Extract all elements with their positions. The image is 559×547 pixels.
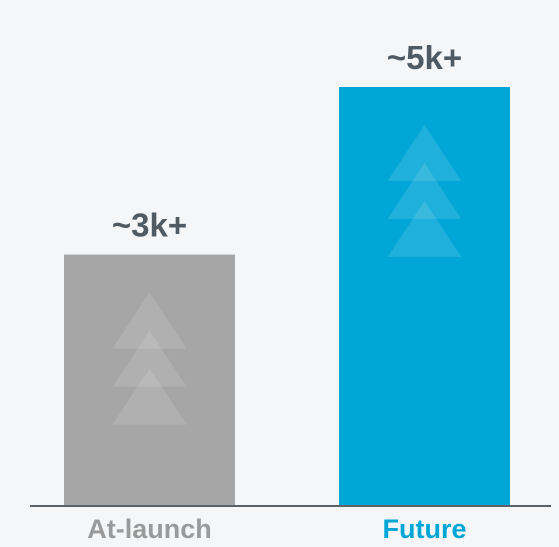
arrow-chevron-icon bbox=[112, 292, 187, 349]
bars-layer bbox=[64, 87, 510, 506]
arrow-chevron-icon bbox=[387, 163, 462, 219]
decor-layer bbox=[112, 125, 462, 425]
arrow-chevron-icon bbox=[387, 201, 462, 257]
bar-future bbox=[339, 87, 510, 506]
category-label-at-launch: At-launch bbox=[87, 514, 212, 544]
category-label-future: Future bbox=[383, 514, 467, 544]
up-arrows-icon bbox=[387, 125, 462, 257]
arrow-chevron-icon bbox=[112, 330, 187, 387]
labels-layer: ~3k+ At-launch ~5k+ Future bbox=[87, 39, 466, 544]
value-label-at-launch: ~3k+ bbox=[112, 207, 187, 244]
up-arrows-icon bbox=[112, 292, 187, 425]
arrow-chevron-icon bbox=[387, 125, 462, 181]
bar-at-launch bbox=[64, 254, 235, 506]
arrow-chevron-icon bbox=[112, 368, 187, 425]
value-label-future: ~5k+ bbox=[387, 39, 462, 76]
